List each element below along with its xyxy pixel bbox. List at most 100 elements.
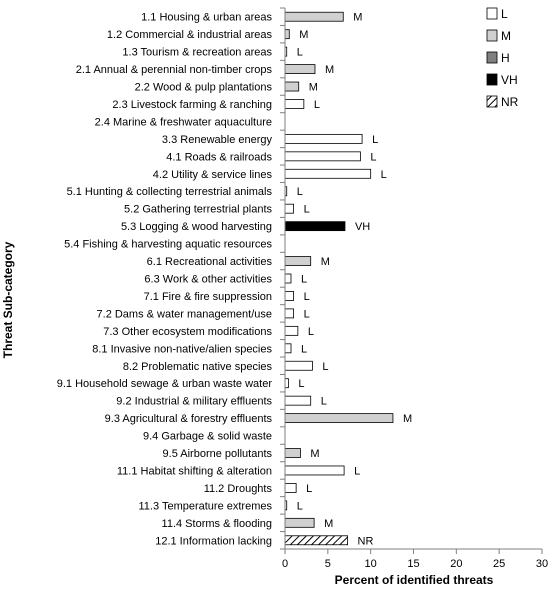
bar-level-label: L [301,274,307,286]
bar [284,413,394,424]
bar-level-label: L [298,378,304,390]
legend-swatch [486,95,498,108]
bar [284,81,300,92]
bar [284,395,312,406]
category-label: 6.3 Work & other activities [144,274,272,286]
bar [284,360,313,371]
category-label: 4.1 Roads & railroads [166,151,272,163]
bar-level-label: NR [358,535,374,547]
legend-label: L [501,7,508,21]
legend-label: M [501,29,511,43]
x-tick-label: 10 [365,558,377,570]
category-label: 2.4 Marine & freshwater aquaculture [95,116,272,128]
legend-swatch [486,7,498,20]
category-label: 11.2 Droughts [204,483,273,495]
bar [284,308,294,319]
category-label: 5.4 Fishing & harvesting aquatic resourc… [64,239,272,251]
bar [284,168,372,179]
bar-level-label: L [308,326,314,338]
category-label: 8.2 Problematic native species [123,361,273,373]
bar-level-label: L [321,396,327,408]
category-labels: 1.1 Housing & urban areas 1.2 Commercial … [57,12,273,548]
x-axis-title: Percent of identified threats [335,573,494,587]
category-label: 6.1 Recreational activities [147,256,273,268]
bar [284,535,348,546]
category-label: 9.3 Agricultural & forestry effluents [105,413,273,425]
x-tick-label: 20 [450,558,462,570]
bar [284,29,290,40]
bar [284,64,316,74]
category-label: 1.3 Tourism & recreation areas [122,47,272,59]
bar-level-label: L [306,483,312,495]
bar-level-label: L [304,204,310,216]
legend-swatch [486,29,498,42]
bar [284,256,312,266]
bar-level-label: L [301,343,307,355]
bar-level-label: L [297,500,303,512]
bar-level-label: L [322,361,328,373]
bar [284,517,315,528]
bar-level-label: M [309,82,318,94]
category-label: 7.3 Other ecosystem modifications [103,326,272,338]
bar-level-label: M [403,413,412,425]
bar [284,291,294,301]
bar [284,378,289,389]
category-label: 7.2 Dams & water management/use [97,308,272,320]
bar-level-label: M [310,448,319,460]
bar-level-label: L [297,47,303,59]
bar-level-label: M [321,256,330,268]
bar-level-label: M [353,12,362,24]
legend-swatch [486,73,498,86]
legend: LMH VH NR [486,7,519,109]
x-tick-label: 0 [282,558,288,570]
category-label: 3.3 Renewable energy [162,134,273,146]
bar [284,133,363,144]
bar [284,221,346,232]
category-label: 9.2 Industrial & military effluents [116,396,272,408]
bar [284,11,344,22]
bar [284,343,292,354]
category-label: 5.2 Gathering terrestrial plants [124,204,272,216]
bar-level-label: M [324,518,333,530]
category-label: 4.2 Utility & service lines [153,169,273,181]
bar-level-label: L [304,308,310,320]
bar [284,273,292,284]
bars-group [284,11,394,546]
bar-level-label: L [304,291,310,303]
bar-level-label: M [325,64,334,76]
category-label: 1.2 Commercial & industrial areas [107,29,273,41]
bar [284,99,305,109]
x-ticks: 0 5 10 15 20 25 30 [282,549,548,570]
bar [284,203,294,214]
y-axis-title: Threat Sub-category [1,241,15,358]
x-tick-label: 5 [325,558,331,570]
category-label: 5.1 Hunting & collecting terrestrial ani… [67,186,273,198]
category-label: 12.1 Information lacking [155,535,272,547]
bar-level-label: L [314,99,320,111]
bar-level-label: L [297,186,303,198]
bar [284,325,299,336]
category-label: 9.4 Garbage & solid waste [143,431,272,443]
bar-level-label: L [372,134,378,146]
bar-level-label: L [381,169,387,181]
legend-label: VH [501,73,518,87]
bar-level-label: M [299,29,308,41]
bar [284,151,361,162]
bar [284,465,345,476]
legend-label: NR [501,95,519,109]
legend-label: H [501,51,510,65]
category-label: 5.3 Logging & wood harvesting [121,221,272,233]
bar [284,448,301,458]
category-label: 2.1 Annual & perennial non-timber crops [76,64,273,76]
bar [284,483,297,493]
category-label: 2.2 Wood & pulp plantations [135,82,273,94]
bar-level-label: L [370,151,376,163]
category-label: 9.5 Airborne pollutants [163,448,273,460]
category-label: 11.1 Habitat shifting & alteration [117,465,272,477]
legend-swatch [486,51,498,64]
category-label: 8.1 Invasive non-native/alien species [92,343,272,355]
x-tick-label: 25 [493,558,505,570]
category-label: 11.4 Storms & flooding [162,518,272,530]
